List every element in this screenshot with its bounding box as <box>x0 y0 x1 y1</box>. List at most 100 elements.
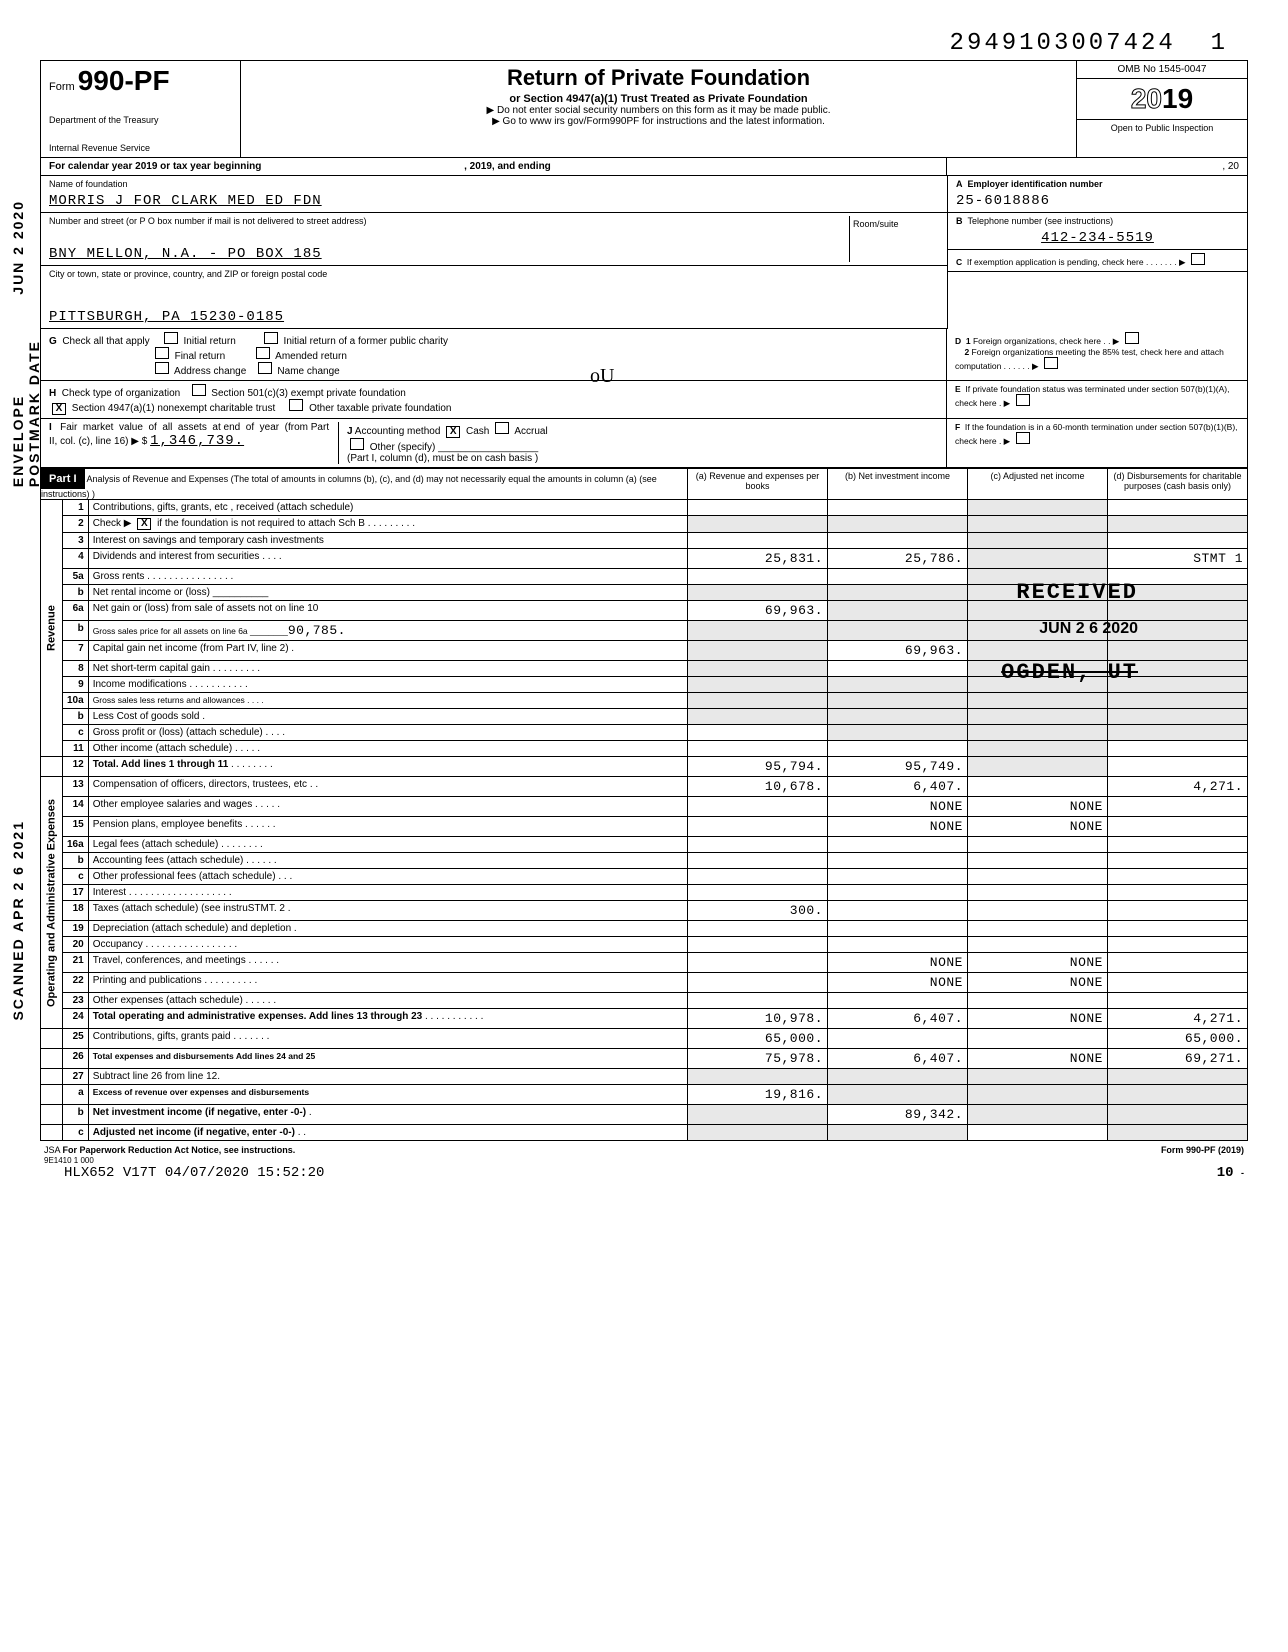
handwritten-ou: oU <box>590 365 614 388</box>
line-6b: Gross sales price for all assets on line… <box>88 621 687 641</box>
form-subtitle: or Section 4947(a)(1) Trust Treated as P… <box>249 93 1068 105</box>
footer-jsa: JSA <box>44 1145 60 1155</box>
checkbox-501c3[interactable] <box>192 384 206 396</box>
line-18: Taxes (attach schedule) (see instruSTMT.… <box>88 901 687 921</box>
line-27a: Excess of revenue over expenses and disb… <box>88 1085 687 1105</box>
dept-irs: Internal Revenue Service <box>49 143 232 153</box>
line-12: Total. Add lines 1 through 11 . . . . . … <box>88 757 687 777</box>
line-1: Contributions, gifts, grants, etc , rece… <box>88 500 687 516</box>
checkbox-other-taxable[interactable] <box>289 399 303 411</box>
checkbox-former[interactable] <box>264 332 278 344</box>
form-number: 990-PF <box>78 65 170 96</box>
name-label: Name of foundation <box>49 179 939 189</box>
line-24: Total operating and administrative expen… <box>88 1009 687 1029</box>
checkbox-initial[interactable] <box>164 332 178 344</box>
col-c-header: (c) Adjusted net income <box>968 469 1108 500</box>
foundation-city: PITTSBURGH, PA 15230-0185 <box>49 309 939 325</box>
box-d: D 1 Foreign organizations, check here . … <box>947 329 1247 380</box>
checkbox-accrual[interactable] <box>495 422 509 434</box>
form-header: Form 990-PF Department of the Treasury I… <box>40 60 1248 158</box>
line-4: Dividends and interest from securities .… <box>88 549 687 569</box>
line-16a: Legal fees (attach schedule) . . . . . .… <box>88 837 687 853</box>
stamp-received: RECEIVED <box>1016 580 1138 605</box>
phone-label: B Telephone number (see instructions) <box>956 216 1239 226</box>
line-17: Interest . . . . . . . . . . . . . . . .… <box>88 885 687 901</box>
fmv-value: 1,346,739. <box>150 433 244 449</box>
line-8: Net short-term capital gain . . . . . . … <box>88 661 687 677</box>
box-f: F If the foundation is in a 60-month ter… <box>947 419 1247 467</box>
box-e: E If private foundation status was termi… <box>947 381 1247 418</box>
footer-code: 9E1410 1 000 <box>44 1156 94 1165</box>
part1-title: Analysis of Revenue and Expenses (The to… <box>41 474 657 499</box>
checkbox-final[interactable] <box>155 347 169 359</box>
line-3: Interest on savings and temporary cash i… <box>88 533 687 549</box>
foundation-info: Name of foundation MORRIS J FOR CLARK ME… <box>40 176 1248 329</box>
line-13: Compensation of officers, directors, tru… <box>88 777 687 797</box>
document-number: 2949103007424 1 <box>950 30 1228 57</box>
foundation-addr: BNY MELLON, N.A. - PO BOX 185 <box>49 246 849 262</box>
col-a-header: (a) Revenue and expenses per books <box>688 469 828 500</box>
line-h: H Check type of organization Section 501… <box>40 381 1248 419</box>
line-g: G Check all that apply Initial return In… <box>40 329 1248 381</box>
omb-number: OMB No 1545-0047 <box>1077 61 1247 79</box>
line-10c: Gross profit or (loss) (attach schedule)… <box>88 725 687 741</box>
header-center: Return of Private Foundation or Section … <box>241 61 1077 157</box>
foundation-name: MORRIS J FOR CLARK MED ED FDN <box>49 193 939 209</box>
vert-envelope-postmark: ENVELOPEPOSTMARK DATE <box>10 340 42 487</box>
checkbox-addrchange[interactable] <box>155 362 169 374</box>
ein-label: A Employer identification number <box>956 179 1239 189</box>
line-26: Total expenses and disbursements Add lin… <box>88 1049 687 1069</box>
city-label: City or town, state or province, country… <box>49 269 939 279</box>
footer-page: 10 <box>1217 1165 1234 1181</box>
cal-year-end: , 20 <box>947 158 1247 175</box>
line-27c: Adjusted net income (if negative, enter … <box>88 1125 687 1141</box>
dept-treasury: Department of the Treasury <box>49 115 232 125</box>
line-25: Contributions, gifts, grants paid . . . … <box>88 1029 687 1049</box>
header-left: Form 990-PF Department of the Treasury I… <box>41 61 241 157</box>
footer: JSA For Paperwork Reduction Act Notice, … <box>40 1145 1248 1181</box>
checkbox-4947[interactable]: X <box>52 403 66 415</box>
revenue-label: Revenue <box>41 500 63 757</box>
col-d-header: (d) Disbursements for charitable purpose… <box>1108 469 1248 500</box>
cal-year-mid: , 2019, and ending <box>464 161 551 172</box>
checkbox-other-method[interactable] <box>350 438 364 450</box>
vert-jun2020: JUN 2 2020 <box>10 200 26 295</box>
line-5a: Gross rents . . . . . . . . . . . . . . … <box>88 569 687 585</box>
calendar-year-row: For calendar year 2019 or tax year begin… <box>40 158 1248 176</box>
checkbox-namechange[interactable] <box>258 362 272 374</box>
stamp-date: JUN 2 6 2020 <box>1039 620 1138 638</box>
col-b-header: (b) Net investment income <box>828 469 968 500</box>
footer-stamp: HLX652 V17T 04/07/2020 15:52:20 <box>64 1165 324 1181</box>
line-14: Other employee salaries and wages . . . … <box>88 797 687 817</box>
line-21: Travel, conferences, and meetings . . . … <box>88 953 687 973</box>
line-j-note: (Part I, column (d), must be on cash bas… <box>347 453 538 464</box>
line-10b: Less Cost of goods sold . <box>88 709 687 725</box>
part1-header: Part I <box>41 469 85 489</box>
vert-scanned: SCANNED APR 2 6 2021 <box>10 820 26 1021</box>
header-right: OMB No 1545-0047 2019 Open to Public Ins… <box>1077 61 1247 157</box>
line-27: Subtract line 26 from line 12. <box>88 1069 687 1085</box>
public-inspection: Open to Public Inspection <box>1077 119 1247 136</box>
phone-value: 412-234-5519 <box>956 230 1239 246</box>
line-6a: Net gain or (loss) from sale of assets n… <box>88 601 687 621</box>
line-10a: Gross sales less returns and allowances … <box>88 693 687 709</box>
warn-url: ▶ Go to www irs gov/Form990PF for instru… <box>249 116 1068 127</box>
line-11: Other income (attach schedule) . . . . . <box>88 741 687 757</box>
line-16c: Other professional fees (attach schedule… <box>88 869 687 885</box>
cal-year-label: For calendar year 2019 or tax year begin… <box>49 161 261 172</box>
ein-value: 25-6018886 <box>956 193 1239 209</box>
warn-ssn: ▶ Do not enter social security numbers o… <box>249 105 1068 116</box>
part1-table: Part I Analysis of Revenue and Expenses … <box>40 468 1248 1141</box>
addr-label: Number and street (or P O box number if … <box>49 216 849 226</box>
line-20: Occupancy . . . . . . . . . . . . . . . … <box>88 937 687 953</box>
room-suite-label: Room/suite <box>849 216 939 262</box>
form-prefix: Form <box>49 81 75 93</box>
tax-year: 2019 <box>1077 79 1247 119</box>
footer-form: Form 990-PF (2019) <box>1161 1145 1244 1155</box>
checkbox-amended[interactable] <box>256 347 270 359</box>
line-19: Depreciation (attach schedule) and deple… <box>88 921 687 937</box>
footer-paperwork: For Paperwork Reduction Act Notice, see … <box>63 1145 296 1155</box>
checkbox-cash[interactable]: X <box>446 426 460 438</box>
line-2: Check ▶ X if the foundation is not requi… <box>88 516 687 533</box>
line-23: Other expenses (attach schedule) . . . .… <box>88 993 687 1009</box>
